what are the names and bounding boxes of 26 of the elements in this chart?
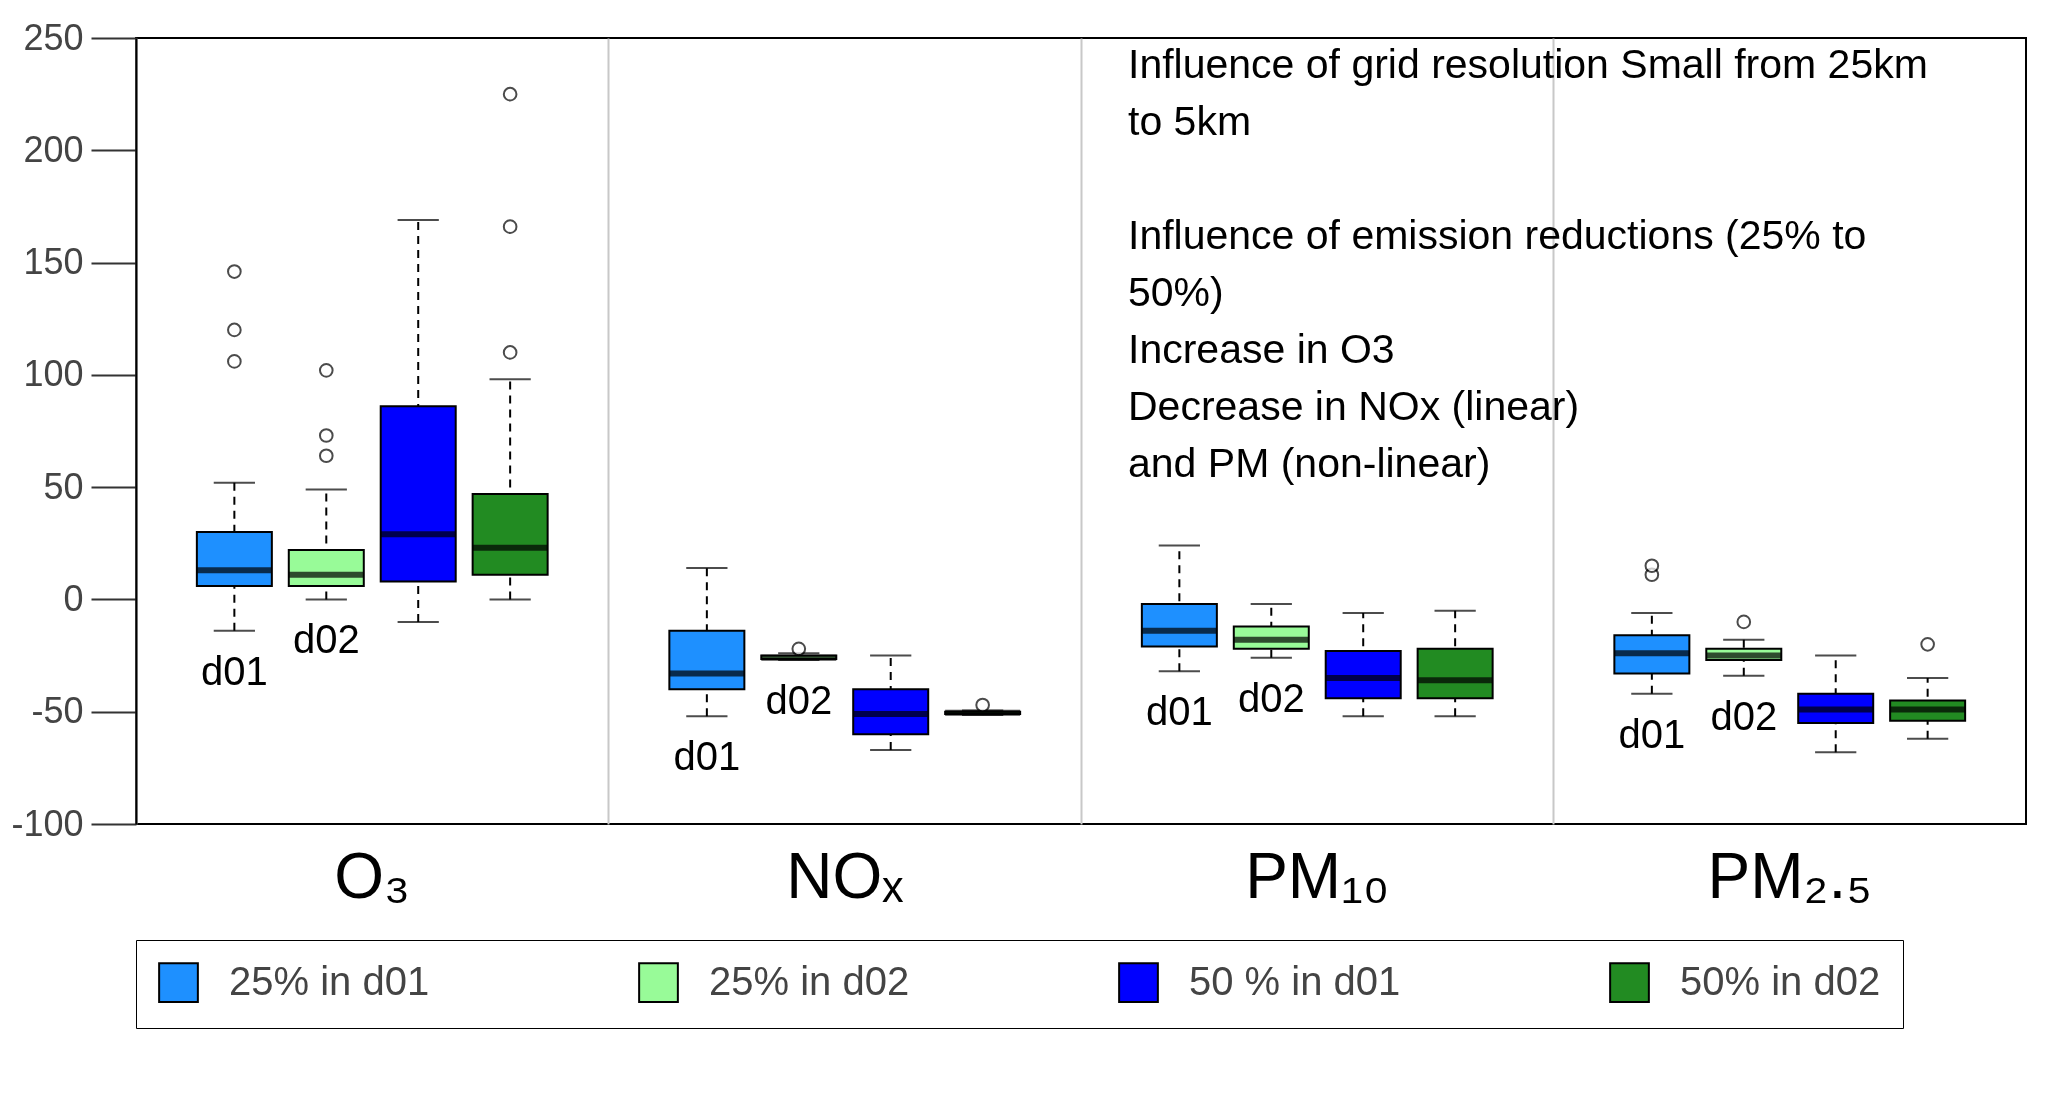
- x-tick-label: O₃: [334, 839, 411, 912]
- annotation: d01: [1145, 689, 1213, 734]
- x-tick-label: PM₂.₅: [1707, 839, 1872, 912]
- annotation: d02: [765, 678, 833, 723]
- annotation: d02: [1237, 675, 1305, 720]
- y-tick-label: 200: [23, 128, 84, 170]
- x-tick-label: PM₁₀: [1245, 839, 1390, 912]
- y-tick-label: 100: [23, 353, 84, 395]
- y-tick-label: 50: [43, 465, 84, 507]
- annotation: Influence of grid resolution Small from 25km to 5km: [1128, 40, 1929, 146]
- y-tick-label: 250: [23, 16, 84, 58]
- y-tick-label: -50: [31, 690, 84, 732]
- y-tick-label: -100: [11, 802, 84, 844]
- annotation: Influence of emission reductions (25% to 50%) Increase in O3 Decrease in NOx (linear) and PM (non-linear): [1128, 211, 1868, 488]
- y-tick-label: 150: [23, 241, 84, 283]
- legend-label: 25% in d01: [229, 958, 430, 1003]
- x-tick-label: NOₓ: [786, 839, 904, 912]
- annotation: d01: [1618, 711, 1686, 756]
- legend-label: 25% in d02: [709, 958, 910, 1003]
- legend-label: 50% in d02: [1680, 958, 1881, 1003]
- annotation: d02: [292, 617, 360, 662]
- legend-label: 50 % in d01: [1189, 958, 1401, 1003]
- annotation: d01: [200, 648, 268, 693]
- y-tick-label: 0: [63, 577, 84, 619]
- annotation: d02: [1710, 693, 1778, 738]
- annotation: d01: [673, 734, 741, 779]
